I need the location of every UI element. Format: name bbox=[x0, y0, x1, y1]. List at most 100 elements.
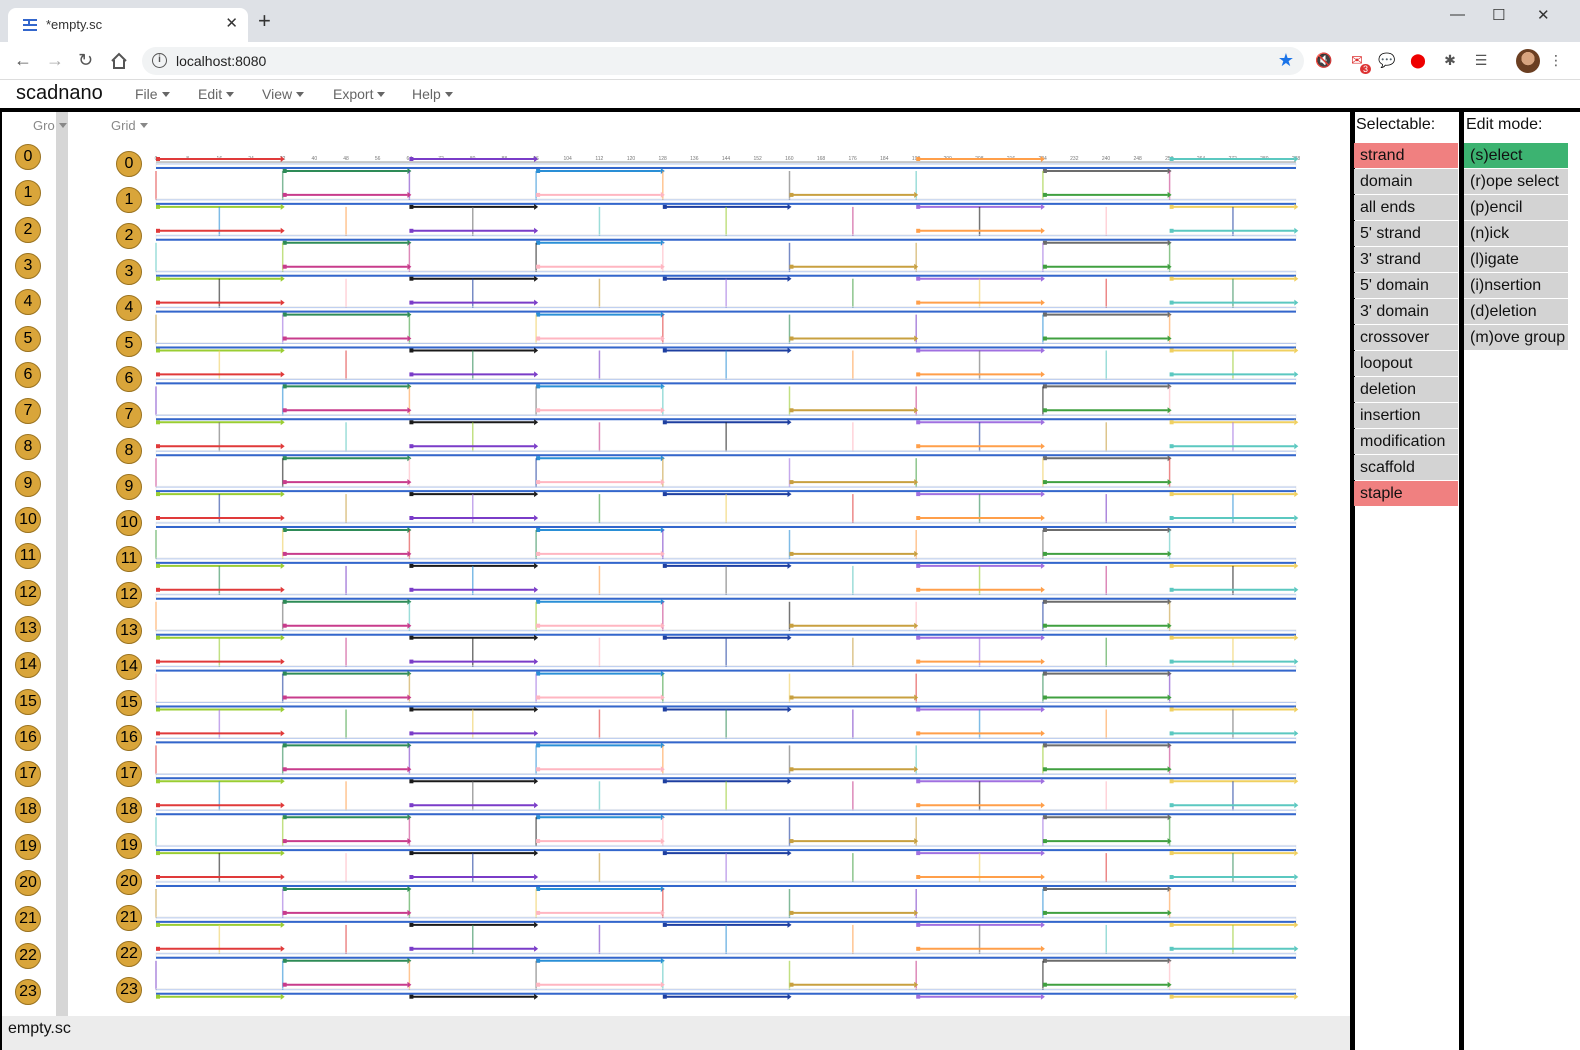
main-helix-3[interactable]: 3 bbox=[116, 258, 142, 285]
back-icon[interactable]: ← bbox=[14, 50, 32, 70]
selectable-all-ends[interactable]: all ends bbox=[1354, 195, 1458, 220]
main-helix-17[interactable]: 17 bbox=[116, 761, 142, 788]
main-helix-9[interactable]: 9 bbox=[116, 474, 142, 501]
side-helix-9[interactable]: 9 bbox=[15, 470, 41, 497]
side-helix-6[interactable]: 6 bbox=[15, 361, 41, 388]
side-helix-20[interactable]: 20 bbox=[15, 870, 41, 896]
window-close-button[interactable]: ✕ bbox=[1537, 7, 1550, 24]
side-helix-1[interactable]: 1 bbox=[15, 180, 41, 207]
side-helix-17[interactable]: 17 bbox=[15, 761, 41, 788]
main-helix-16[interactable]: 16 bbox=[116, 725, 142, 752]
side-helix-23[interactable]: 23 bbox=[15, 978, 41, 1005]
selectable-strand[interactable]: strand bbox=[1354, 143, 1458, 168]
edit-mode-p-encil[interactable]: (p)encil bbox=[1464, 195, 1568, 220]
media-icon[interactable]: ☰ bbox=[1474, 52, 1488, 68]
selectable-deletion[interactable]: deletion bbox=[1354, 377, 1458, 402]
main-helix-21[interactable]: 21 bbox=[116, 904, 142, 931]
opera-icon[interactable]: ⬤ bbox=[1410, 52, 1426, 68]
side-helix-11[interactable]: 11 bbox=[15, 543, 41, 570]
browser-tab[interactable]: *empty.sc ✕ bbox=[8, 8, 248, 42]
selectable-5-strand[interactable]: 5' strand bbox=[1354, 221, 1458, 246]
side-view[interactable] bbox=[0, 112, 56, 1016]
edit-mode-i-nsertion[interactable]: (i)nsertion bbox=[1464, 273, 1568, 298]
reload-icon[interactable]: ↻ bbox=[78, 50, 94, 70]
selectable-5-domain[interactable]: 5' domain bbox=[1354, 273, 1458, 298]
edit-mode-r-ope-select[interactable]: (r)ope select bbox=[1464, 169, 1568, 194]
edit-mode-n-ick[interactable]: (n)ick bbox=[1464, 221, 1568, 246]
selectable-crossover[interactable]: crossover bbox=[1354, 325, 1458, 350]
edit-mode-l-igate[interactable]: (l)igate bbox=[1464, 247, 1568, 272]
side-helix-7[interactable]: 7 bbox=[15, 398, 41, 425]
main-helix-2[interactable]: 2 bbox=[116, 222, 142, 249]
edit-mode-s-elect[interactable]: (s)elect bbox=[1464, 143, 1568, 168]
side-helix-15[interactable]: 15 bbox=[15, 688, 41, 715]
main-helix-15[interactable]: 15 bbox=[116, 689, 142, 716]
url-text[interactable]: localhost:8080 bbox=[176, 53, 267, 69]
side-helix-2[interactable]: 2 bbox=[15, 216, 41, 243]
main-helix-20[interactable]: 20 bbox=[116, 869, 142, 895]
address-bar[interactable]: i localhost:8080 ★ bbox=[142, 47, 1304, 75]
side-helix-16[interactable]: 16 bbox=[15, 724, 41, 751]
extensions-icon[interactable]: ✱ bbox=[1444, 52, 1456, 68]
grid-dropdown[interactable]: Grid bbox=[111, 118, 148, 133]
selectable-scaffold[interactable]: scaffold bbox=[1354, 455, 1458, 480]
selectable-modification[interactable]: modification bbox=[1354, 429, 1458, 454]
maximize-button[interactable]: ☐ bbox=[1492, 7, 1506, 24]
side-helix-13[interactable]: 13 bbox=[15, 615, 41, 642]
chat-icon[interactable]: 💬 bbox=[1378, 52, 1396, 68]
main-helix-18[interactable]: 18 bbox=[116, 797, 142, 824]
selectable-3-domain[interactable]: 3' domain bbox=[1354, 299, 1458, 324]
mute-icon[interactable]: 🔇 bbox=[1315, 52, 1333, 68]
design-main-view[interactable]: 0816243240485664728088961041121201281361… bbox=[150, 150, 1300, 1000]
side-helix-0[interactable]: 0 bbox=[15, 144, 41, 170]
minimize-button[interactable]: — bbox=[1450, 6, 1465, 23]
site-info-icon[interactable]: i bbox=[152, 53, 167, 68]
selectable-3-strand[interactable]: 3' strand bbox=[1354, 247, 1458, 272]
menu-export[interactable]: Export bbox=[333, 86, 385, 102]
side-helix-8[interactable]: 8 bbox=[15, 434, 41, 461]
main-helix-0[interactable]: 0 bbox=[116, 151, 142, 177]
side-helix-18[interactable]: 18 bbox=[15, 797, 41, 824]
selectable-loopout[interactable]: loopout bbox=[1354, 351, 1458, 376]
side-helix-5[interactable]: 5 bbox=[15, 325, 41, 352]
main-helix-22[interactable]: 22 bbox=[116, 940, 142, 967]
side-helix-12[interactable]: 12 bbox=[15, 579, 41, 606]
main-helix-12[interactable]: 12 bbox=[116, 581, 142, 608]
new-tab-button[interactable]: + bbox=[258, 8, 271, 33]
main-helix-10[interactable]: 10 bbox=[116, 510, 142, 536]
main-helix-14[interactable]: 14 bbox=[116, 653, 142, 680]
menu-view[interactable]: View bbox=[262, 86, 304, 102]
selectable-insertion[interactable]: insertion bbox=[1354, 403, 1458, 428]
menu-kebab-icon[interactable]: ⋮ bbox=[1549, 52, 1563, 68]
side-helix-14[interactable]: 14 bbox=[15, 652, 41, 679]
main-helix-8[interactable]: 8 bbox=[116, 438, 142, 465]
main-helix-7[interactable]: 7 bbox=[116, 402, 142, 429]
tab-close-icon[interactable]: ✕ bbox=[225, 15, 238, 32]
main-helix-11[interactable]: 11 bbox=[116, 545, 142, 572]
main-helix-4[interactable]: 4 bbox=[116, 294, 142, 321]
main-helix-5[interactable]: 5 bbox=[116, 330, 142, 357]
menu-file[interactable]: File bbox=[135, 86, 170, 102]
edit-mode-d-eletion[interactable]: (d)eletion bbox=[1464, 299, 1568, 324]
side-helix-19[interactable]: 19 bbox=[15, 833, 41, 860]
main-helix-19[interactable]: 19 bbox=[116, 833, 142, 860]
menu-help[interactable]: Help bbox=[412, 86, 453, 102]
menu-edit[interactable]: Edit bbox=[198, 86, 234, 102]
home-icon[interactable] bbox=[110, 52, 128, 70]
profile-avatar[interactable] bbox=[1516, 49, 1540, 73]
side-helix-3[interactable]: 3 bbox=[15, 252, 41, 279]
group-dropdown[interactable]: Gro bbox=[33, 118, 67, 133]
forward-icon[interactable]: → bbox=[46, 50, 64, 70]
side-helix-22[interactable]: 22 bbox=[15, 942, 41, 969]
main-helix-6[interactable]: 6 bbox=[116, 366, 142, 393]
selectable-staple[interactable]: staple bbox=[1354, 481, 1458, 506]
side-view-splitter[interactable] bbox=[56, 112, 68, 1016]
side-helix-4[interactable]: 4 bbox=[15, 289, 41, 316]
mail-icon[interactable]: ✉ 3 bbox=[1347, 52, 1371, 74]
main-helix-23[interactable]: 23 bbox=[116, 976, 142, 1003]
side-helix-10[interactable]: 10 bbox=[15, 507, 41, 533]
side-helix-21[interactable]: 21 bbox=[15, 906, 41, 933]
edit-mode-m-ove-group[interactable]: (m)ove group bbox=[1464, 325, 1568, 350]
selectable-domain[interactable]: domain bbox=[1354, 169, 1458, 194]
bookmark-star-icon[interactable]: ★ bbox=[1277, 50, 1294, 70]
